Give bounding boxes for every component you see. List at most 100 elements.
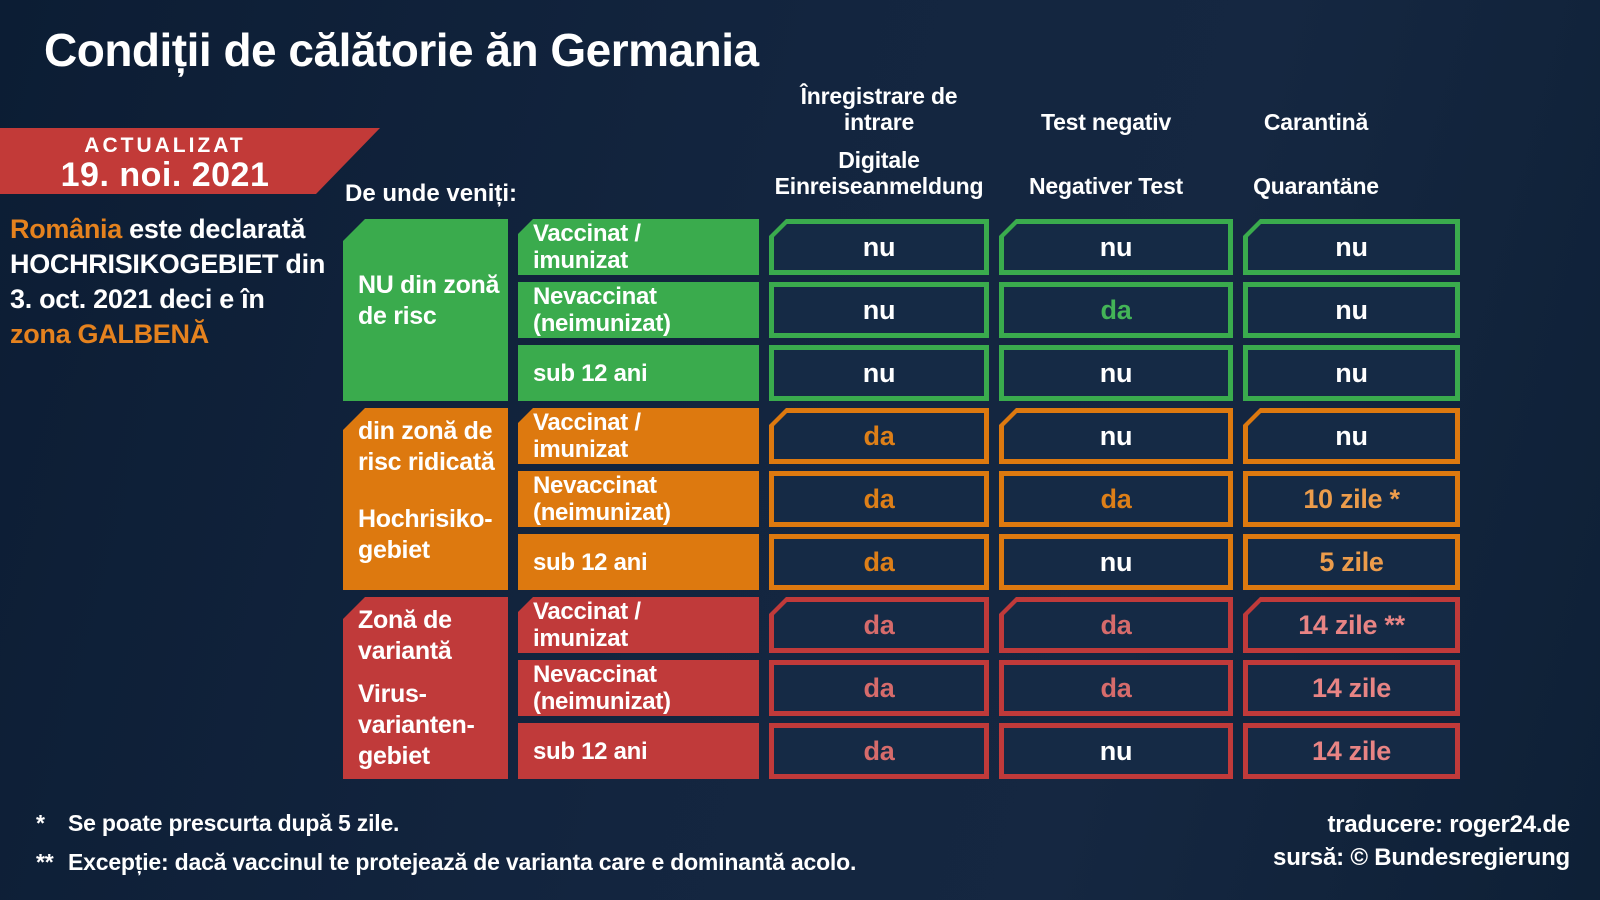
cell-value: 5 zile [1319, 546, 1384, 577]
note-line4: zona GALBENĂ [10, 319, 209, 349]
row-label-under-12: sub 12 ani [518, 534, 759, 590]
zone-line: variantă [358, 637, 452, 665]
zone-line: gebiet [358, 742, 430, 770]
header-ro-line: Test negativ [1040, 109, 1172, 135]
cell-value: nu [862, 231, 896, 262]
cell-value: da [1100, 672, 1132, 703]
cell-value: nu [1099, 735, 1133, 766]
cell-value: da [1100, 294, 1132, 325]
footnote-double-star: ** Excepție: dacă vaccinul te protejează… [36, 843, 856, 882]
zone-line: NU din zonă [358, 271, 500, 299]
note-country: România [10, 214, 122, 244]
table-cell: 14 zile [1243, 660, 1460, 716]
row-label-unvaccinated: Nevaccinat (neimunizat) [518, 282, 759, 338]
zone-line: Zonă de [358, 606, 452, 634]
table-cell: nu [1243, 219, 1460, 275]
cell-value: da [863, 609, 895, 640]
table-cell: nu [999, 534, 1233, 590]
table-cell: 5 zile [1243, 534, 1460, 590]
zone-line: din zonă de [358, 417, 493, 445]
cell-value: da [863, 735, 895, 766]
table-cell: nu [1243, 345, 1460, 401]
cell-value: da [1100, 483, 1132, 514]
table-cell: nu [1243, 282, 1460, 338]
cell-value: nu [1099, 546, 1133, 577]
zone-line: Virus- [358, 680, 427, 708]
header-de-line: Digitale [838, 147, 920, 173]
table-cell: da [999, 282, 1233, 338]
header-de-line: Einreiseanmeldung [774, 173, 984, 199]
header-de-line: Negativer Test [1029, 173, 1183, 199]
cell-value: da [863, 420, 895, 451]
table-cell: 14 zile ** [1243, 597, 1460, 653]
header-de-line: Quarantäne [1253, 173, 1379, 199]
note-line2: HOCHRISIKOGEBIET din [10, 249, 326, 279]
header-negative-test: Test negativ Negativer Test [971, 82, 1241, 199]
cell-value: da [863, 483, 895, 514]
translation-credit: traducere: roger24.de [1327, 811, 1570, 838]
header-ro-line: Înregistrare de [800, 83, 958, 109]
note-line1: este declarată [121, 214, 306, 244]
table-cell: da [769, 723, 989, 779]
table-cell: nu [999, 723, 1233, 779]
footnote-text: Excepție: dacă vaccinul te protejează de… [68, 849, 857, 875]
cell-value: 10 zile * [1303, 483, 1400, 514]
table-cell: da [999, 597, 1233, 653]
header-quarantine: Carantină Quarantäne [1181, 82, 1451, 199]
footnote-marker: * [36, 810, 45, 836]
cell-value: nu [862, 294, 896, 325]
footnote-text: Se poate prescurta după 5 zile. [68, 810, 400, 836]
cell-value: nu [1335, 294, 1368, 325]
source-credit: sursă: © Bundesregierung [1273, 844, 1570, 871]
table-cell: da [769, 471, 989, 527]
table-cell: nu [769, 345, 989, 401]
table-cell: da [769, 660, 989, 716]
cell-value: nu [1099, 357, 1133, 388]
note-line3: 3. oct. 2021 deci e în [10, 284, 265, 314]
table-cell: nu [769, 219, 989, 275]
cell-value: 14 zile [1312, 735, 1391, 766]
zone-label-high-risk: din zonă de risc ridicată Hochrisiko- ge… [343, 408, 508, 590]
table-cell: 10 zile * [1243, 471, 1460, 527]
cell-value: nu [1099, 420, 1133, 451]
page-title: Condiții de călătorie ăn Germania [44, 24, 759, 76]
table-cell: da [999, 471, 1233, 527]
table-cell: da [769, 597, 989, 653]
credits: traducere: roger24.de sursă: © Bundesreg… [1273, 808, 1570, 874]
footnote-marker: ** [36, 849, 54, 875]
table-cell: nu [1243, 408, 1460, 464]
table-cell: nu [999, 219, 1233, 275]
zone-label-no-risk: NU din zonă de risc [343, 219, 508, 401]
cell-value: 14 zile [1312, 672, 1391, 703]
update-banner-label: ACTUALIZAT [84, 134, 246, 157]
cell-value: nu [1335, 420, 1368, 451]
header-ro-line: Carantină [1263, 109, 1369, 135]
zone-line: de risc [358, 302, 437, 330]
row-label-under-12: sub 12 ani [518, 345, 759, 401]
cell-value: da [863, 672, 895, 703]
footnotes: * Se poate prescurta după 5 zile. ** Exc… [36, 804, 856, 882]
row-label-unvaccinated: Nevaccinat (neimunizat) [518, 471, 759, 527]
row-label-vaccinated: Vaccinat / imunizat [518, 219, 759, 275]
cell-value: 14 zile ** [1298, 609, 1405, 640]
table-cell: da [769, 534, 989, 590]
zone-line: gebiet [358, 536, 430, 564]
cell-value: da [1100, 609, 1132, 640]
origin-column-label: De unde veniți: [345, 180, 518, 207]
row-label-unvaccinated: Nevaccinat (neimunizat) [518, 660, 759, 716]
row-label-vaccinated: Vaccinat / imunizat [518, 408, 759, 464]
cell-value: nu [1099, 231, 1133, 262]
zone-line: varianten- [358, 711, 475, 739]
header-entry-registration: Înregistrare de intrare Digitale Einreisea… [744, 82, 1014, 199]
zone-label-virus-variant: Zonă de variantă Virus- varianten- gebie… [343, 597, 508, 779]
table-cell: da [769, 408, 989, 464]
row-label-vaccinated: Vaccinat / imunizat [518, 597, 759, 653]
table-cell: nu [769, 282, 989, 338]
zone-line: risc ridicată [358, 448, 495, 476]
table-cell: nu [999, 345, 1233, 401]
update-banner: ACTUALIZAT 19. noi. 2021 [0, 128, 380, 194]
cell-value: da [863, 546, 895, 577]
table-cell: 14 zile [1243, 723, 1460, 779]
travel-conditions-table: NU din zonă de risc Vaccinat / imunizat n… [343, 219, 1460, 779]
cell-value: nu [1335, 231, 1368, 262]
